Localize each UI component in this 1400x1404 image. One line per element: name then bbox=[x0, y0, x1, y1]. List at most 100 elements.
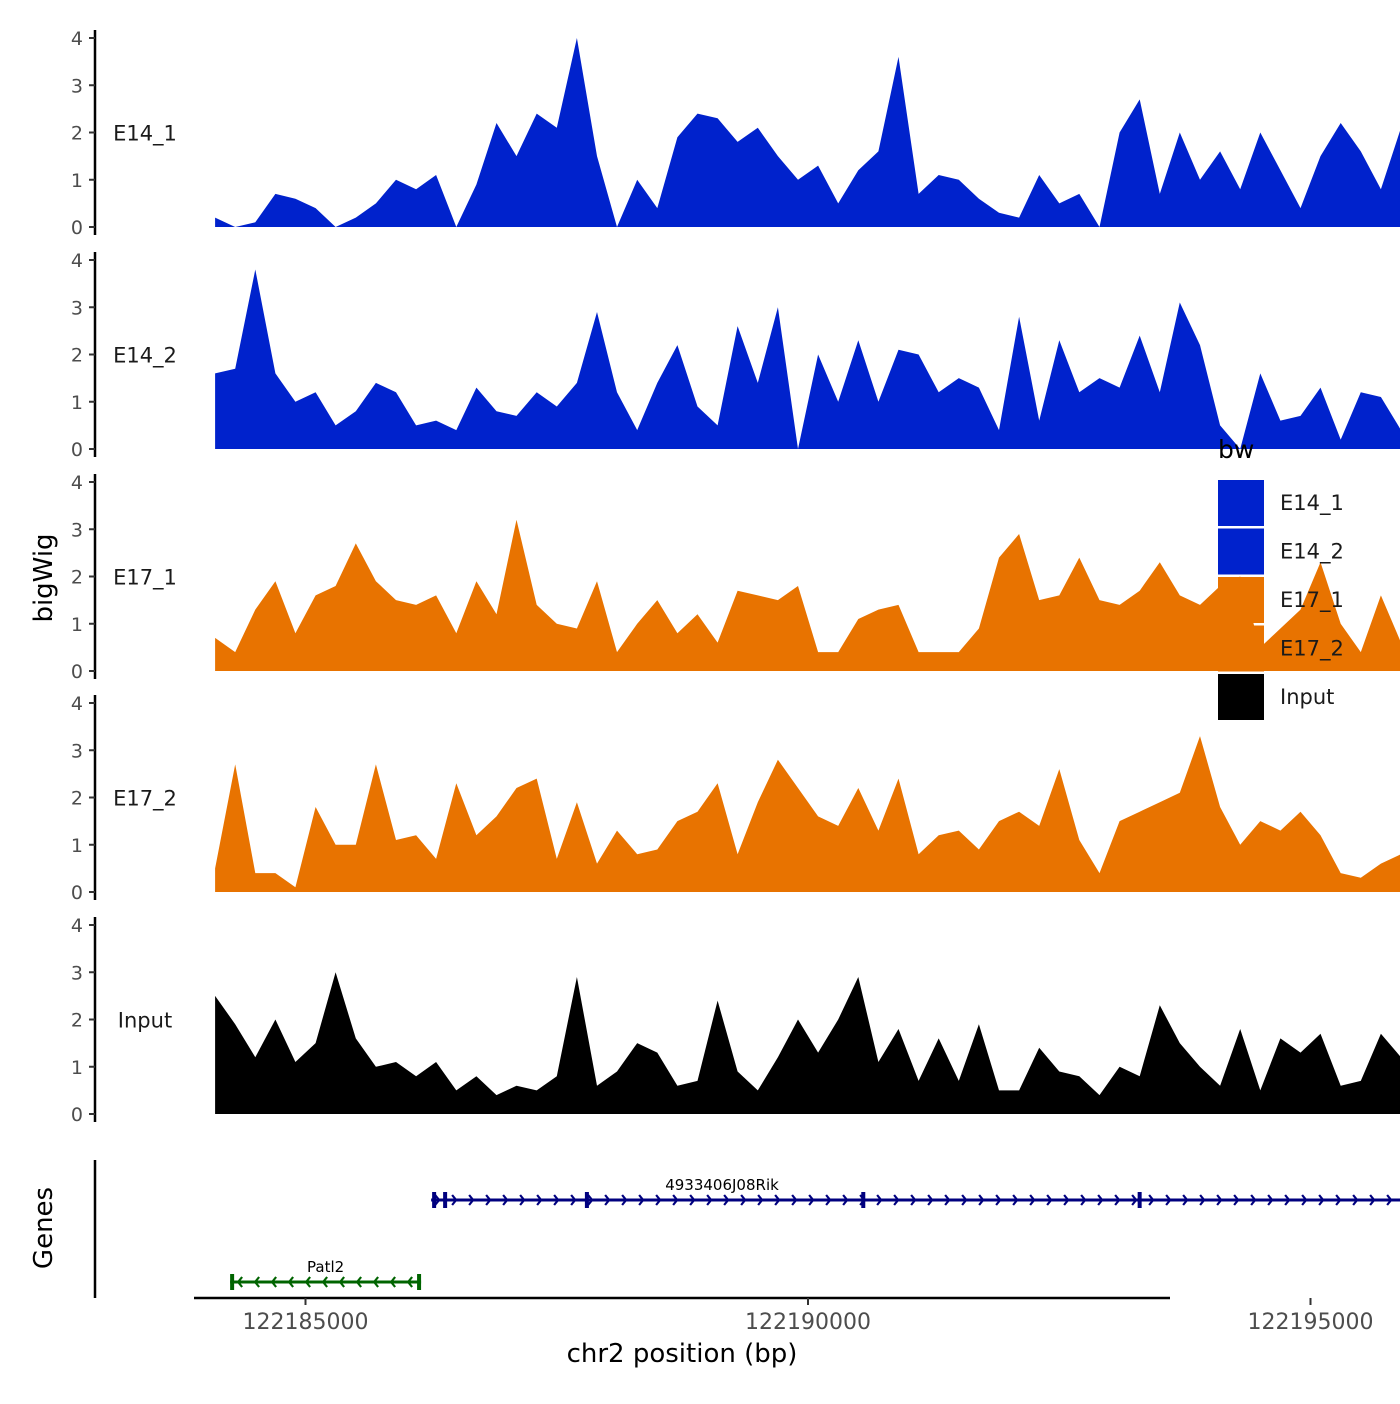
legend-swatch-input bbox=[1218, 674, 1264, 720]
strand-arrow bbox=[604, 1194, 611, 1206]
strand-arrow bbox=[434, 1194, 441, 1206]
legend: bw E14_1 E14_2 E17_1 E17_2 Input bbox=[1218, 435, 1344, 720]
exon bbox=[584, 1192, 589, 1208]
legend-swatch-e14_2 bbox=[1218, 528, 1264, 575]
legend-label: E17_1 bbox=[1280, 588, 1344, 613]
y-tick-label: 4 bbox=[71, 472, 83, 494]
gene-4933406j08rik: 4933406J08Rik bbox=[431, 1176, 1400, 1208]
track-label: E14_1 bbox=[113, 122, 177, 147]
x-tick-label: 122195000 bbox=[1248, 1310, 1374, 1335]
y-tick-label: 3 bbox=[71, 962, 83, 984]
strand-arrow bbox=[1267, 1194, 1274, 1206]
strand-arrow bbox=[389, 1276, 396, 1288]
y-tick-label: 3 bbox=[71, 75, 83, 97]
strand-arrow bbox=[1301, 1194, 1308, 1206]
strand-arrow bbox=[1114, 1194, 1121, 1206]
coverage-area-input bbox=[215, 972, 1400, 1114]
y-tick-label: 0 bbox=[71, 217, 83, 239]
strand-arrow bbox=[1165, 1194, 1172, 1206]
strand-arrow bbox=[1029, 1194, 1036, 1206]
strand-arrow bbox=[270, 1276, 277, 1288]
strand-arrow bbox=[876, 1194, 883, 1206]
track-input: 0 1 2 3 4 Input bbox=[71, 915, 1400, 1126]
strand-arrow bbox=[1233, 1194, 1240, 1206]
gene-label: Patl2 bbox=[307, 1258, 344, 1276]
strand-arrow bbox=[1335, 1194, 1342, 1206]
strand-arrow bbox=[1080, 1194, 1087, 1206]
strand-arrow bbox=[757, 1194, 764, 1206]
coverage-tracks: 0 1 2 3 4 E14_1 0 1 2 3 4 E14_2 0 1 2 3 4 E17_1 0 1 2 3 4 E17_2… bbox=[71, 28, 1400, 1126]
strand-arrow bbox=[978, 1194, 985, 1206]
coverage-area-e14_2 bbox=[215, 269, 1400, 449]
coverage-area-e14_1 bbox=[215, 38, 1400, 227]
strand-arrow bbox=[638, 1194, 645, 1206]
strand-arrow bbox=[621, 1194, 628, 1206]
strand-arrow bbox=[791, 1194, 798, 1206]
track-e17_2: 0 1 2 3 4 E17_2 bbox=[71, 693, 1400, 904]
strand-arrow bbox=[723, 1194, 730, 1206]
track-e14_1: 0 1 2 3 4 E14_1 bbox=[71, 28, 1400, 239]
track-label: Input bbox=[118, 1009, 172, 1033]
track-e17_1: 0 1 2 3 4 E17_1 bbox=[71, 472, 1400, 683]
gene-label: 4933406J08Rik bbox=[665, 1176, 779, 1194]
x-axis: 1221850001221900001221950001222000001222… bbox=[194, 1296, 1374, 1335]
track-label: E14_2 bbox=[113, 344, 177, 369]
gene-track-title: Genes bbox=[29, 1187, 59, 1269]
legend-label: Input bbox=[1280, 685, 1334, 709]
strand-arrow bbox=[961, 1194, 968, 1206]
legend-swatch-e17_1 bbox=[1218, 577, 1264, 623]
strand-arrow bbox=[355, 1276, 362, 1288]
y-tick-label: 0 bbox=[71, 661, 83, 683]
y-tick-label: 4 bbox=[71, 28, 83, 50]
legend-swatch-e14_1 bbox=[1218, 480, 1264, 526]
strand-arrow bbox=[672, 1194, 679, 1206]
strand-arrow bbox=[372, 1276, 379, 1288]
exon bbox=[443, 1192, 448, 1208]
y-tick-label: 3 bbox=[71, 740, 83, 762]
strand-arrow bbox=[1199, 1194, 1206, 1206]
y-tick-label: 2 bbox=[71, 1010, 83, 1032]
strand-arrow bbox=[338, 1276, 345, 1288]
y-tick-label: 2 bbox=[71, 345, 83, 367]
y-tick-label: 2 bbox=[71, 788, 83, 810]
exon bbox=[1137, 1192, 1142, 1208]
exon bbox=[432, 1192, 437, 1208]
coverage-area-e17_1 bbox=[215, 519, 1400, 671]
y-tick-label: 1 bbox=[71, 170, 83, 192]
strand-arrow bbox=[253, 1276, 260, 1288]
strand-arrow bbox=[1386, 1194, 1393, 1206]
strand-arrow bbox=[1284, 1194, 1291, 1206]
strand-arrow bbox=[587, 1194, 594, 1206]
strand-arrow bbox=[406, 1276, 413, 1288]
strand-arrow bbox=[1250, 1194, 1257, 1206]
strand-arrow bbox=[825, 1194, 832, 1206]
y-tick-label: 4 bbox=[71, 250, 83, 272]
exon bbox=[230, 1274, 235, 1290]
y-tick-label: 2 bbox=[71, 123, 83, 145]
y-tick-label: 4 bbox=[71, 915, 83, 937]
strand-arrow bbox=[774, 1194, 781, 1206]
strand-arrow bbox=[1182, 1194, 1189, 1206]
y-tick-label: 3 bbox=[71, 297, 83, 319]
strand-arrow bbox=[1216, 1194, 1223, 1206]
y-tick-label: 1 bbox=[71, 614, 83, 636]
track-e14_2: 0 1 2 3 4 E14_2 bbox=[71, 250, 1400, 461]
strand-arrow bbox=[1097, 1194, 1104, 1206]
strand-arrow bbox=[706, 1194, 713, 1206]
strand-arrow bbox=[287, 1276, 294, 1288]
strand-arrow bbox=[893, 1194, 900, 1206]
strand-arrow bbox=[655, 1194, 662, 1206]
strand-arrow bbox=[1063, 1194, 1070, 1206]
strand-arrow bbox=[1046, 1194, 1053, 1206]
y-tick-label: 1 bbox=[71, 835, 83, 857]
strand-arrow bbox=[536, 1194, 543, 1206]
strand-arrow bbox=[1369, 1194, 1376, 1206]
strand-arrow bbox=[842, 1194, 849, 1206]
strand-arrow bbox=[808, 1194, 815, 1206]
strand-arrow bbox=[1148, 1194, 1155, 1206]
legend-title: bw bbox=[1218, 435, 1254, 464]
strand-arrow bbox=[553, 1194, 560, 1206]
strand-arrow bbox=[321, 1276, 328, 1288]
strand-arrow bbox=[995, 1194, 1002, 1206]
y-axis-title: bigWig bbox=[29, 533, 59, 622]
